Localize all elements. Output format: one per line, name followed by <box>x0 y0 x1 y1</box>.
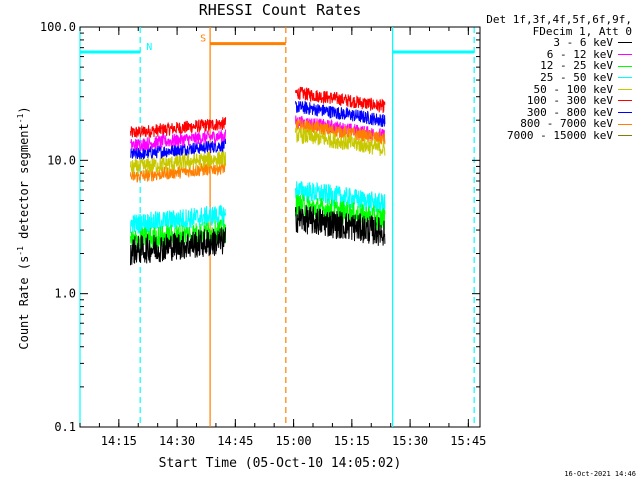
event-markers: NS <box>80 34 475 54</box>
legend-label: 100 - 300 keV <box>526 94 613 108</box>
legend-swatch <box>618 65 632 67</box>
legend-header-line-1: Det 1f,3f,4f,5f,6f,9f, <box>486 13 632 26</box>
legend-item: 300 - 800 keV <box>486 107 632 119</box>
legend-item: 25 - 50 keV <box>486 72 632 84</box>
series-line <box>130 150 227 175</box>
chart-title: RHESSI Count Rates <box>199 1 362 19</box>
series-line <box>130 138 227 160</box>
legend-item: 7000 - 15000 keV <box>486 130 632 142</box>
legend-swatch <box>618 135 632 137</box>
x-tick-label: 15:00 <box>276 434 312 448</box>
legend-header-line-2: FDecim 1, Att 0 <box>532 24 632 38</box>
legend-swatch <box>618 112 632 114</box>
x-tick-label: 14:30 <box>159 434 195 448</box>
y-tick-label: 10.0 <box>47 153 76 167</box>
series-line <box>295 86 386 114</box>
legend-swatch <box>618 100 632 102</box>
legend-swatch <box>618 88 632 90</box>
x-tick-label: 15:15 <box>334 434 370 448</box>
series-line <box>295 127 386 157</box>
legend-label: 25 - 50 keV <box>540 70 613 84</box>
legend-label: 800 - 7000 keV <box>520 117 613 131</box>
legend-item: 50 - 100 keV <box>486 82 632 96</box>
x-tick-label: 15:45 <box>450 434 486 448</box>
x-tick-label: 14:15 <box>101 434 137 448</box>
event-marker-label: S <box>200 34 206 45</box>
legend-swatch <box>618 77 632 79</box>
count-series <box>130 86 386 266</box>
series-line <box>130 204 227 235</box>
series-line <box>295 181 386 215</box>
series-line <box>130 117 227 138</box>
legend-swatch <box>618 54 632 56</box>
y-tick-label: 100.0 <box>40 20 76 34</box>
legend-label: 3 - 6 keV <box>553 36 613 50</box>
legend-label: 7000 - 15000 keV <box>507 128 613 142</box>
legend-item: 3 - 6 keV <box>486 37 632 49</box>
y-axis-label: Count Rate (s-1 detector segment-1) <box>16 106 31 349</box>
timestamp-footer: 16-Oct-2021 14:46 <box>564 470 636 478</box>
legend-item: 100 - 300 keV <box>486 95 632 107</box>
legend-label: 50 - 100 keV <box>533 82 613 96</box>
series-line <box>295 205 386 246</box>
x-tick-label: 15:30 <box>392 434 428 448</box>
legend: Det 1f,3f,4f,5f,6f,9f, FDecim 1, Att 0 3… <box>486 14 632 142</box>
legend-swatch <box>618 123 632 125</box>
legend-item: 800 - 7000 keV <box>486 118 632 130</box>
x-axis-label: Start Time (05-Oct-10 14:05:02) <box>159 456 402 471</box>
legend-swatch <box>618 42 632 44</box>
series-line <box>130 129 227 152</box>
x-tick-label: 14:45 <box>217 434 253 448</box>
legend-item: 6 - 12 keV <box>486 49 632 61</box>
legend-label: 300 - 800 keV <box>526 105 613 119</box>
series-line <box>130 227 227 266</box>
legend-label: 6 - 12 keV <box>546 47 613 61</box>
event-marker-label: N <box>146 42 152 53</box>
legend-label: 12 - 25 keV <box>540 59 613 73</box>
y-tick-label: 1.0 <box>54 287 76 301</box>
legend-item: 12 - 25 keV <box>486 60 632 72</box>
series-line <box>295 100 386 127</box>
series-line <box>295 119 386 145</box>
axis-ticks: 14:15 14:30 14:45 15:00 15:15 15:30 15:45 0.1 1.… <box>40 20 487 448</box>
y-tick-label: 0.1 <box>54 420 76 434</box>
